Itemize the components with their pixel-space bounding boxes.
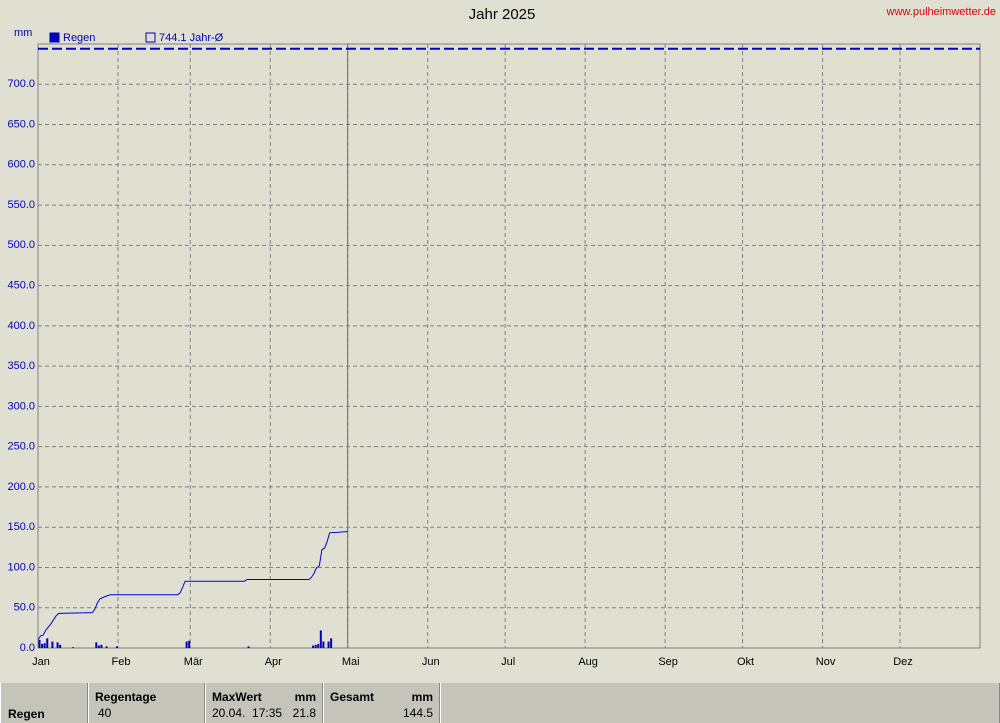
summary-panel: Regen Regentage 40 MaxWert mm 20.04. 17:35 2…: [0, 683, 1000, 723]
value: 21.8: [292, 706, 316, 720]
y-tick-label: 250.0: [7, 441, 35, 453]
cell: MaxWert mm 20.04. 17:35 21.8: [205, 683, 323, 723]
header: Regentage: [95, 690, 157, 704]
x-tick-label: Dez: [893, 656, 913, 668]
cell: Regen: [0, 683, 88, 723]
header: mm: [411, 690, 433, 704]
rain-bar: [185, 641, 188, 648]
rain-bar: [314, 644, 317, 648]
legend-swatch: [145, 32, 156, 43]
rain-bar: [247, 646, 250, 648]
x-tick-label: Nov: [816, 656, 836, 668]
x-tick-label: Jul: [501, 656, 515, 668]
header: Gesamt: [330, 690, 375, 704]
y-tick-label: 100.0: [7, 561, 35, 573]
rain-bar: [43, 643, 46, 648]
rain-bar: [105, 646, 108, 648]
header: mm: [294, 690, 316, 704]
x-tick-label: Aug: [578, 656, 598, 668]
header: MaxWert: [212, 690, 262, 704]
y-tick-label: 350.0: [7, 360, 35, 372]
x-tick-label: Jan: [32, 656, 50, 668]
rain-bar: [319, 630, 322, 648]
rain-bar: [115, 646, 118, 648]
y-tick-label: 500.0: [7, 239, 35, 251]
x-tick-label: Mai: [342, 656, 360, 668]
cell: [440, 683, 1000, 723]
rain-bar: [327, 641, 330, 648]
cell: Regentage 40: [88, 683, 205, 723]
plot-frame: [37, 43, 981, 649]
y-tick-label: 150.0: [7, 521, 35, 533]
rain-bar: [59, 644, 62, 648]
rain-bar: [46, 638, 49, 648]
x-tick-label: Feb: [112, 656, 131, 668]
y-tick-label: 0.0: [20, 642, 35, 654]
rain-bar: [95, 642, 98, 648]
cell: Gesamt mm 144.5: [323, 683, 440, 723]
x-tick-label: Apr: [265, 656, 282, 668]
y-tick-label: 450.0: [7, 280, 35, 292]
rain-bar: [97, 645, 100, 648]
y-tick-label: 300.0: [7, 400, 35, 412]
rain-bar: [38, 639, 41, 648]
y-axis-label: mm: [14, 27, 32, 39]
x-tick-label: Jun: [422, 656, 440, 668]
x-tick-label: Sep: [658, 656, 678, 668]
y-tick-label: 600.0: [7, 159, 35, 171]
value: 20.04. 17:35: [212, 706, 283, 720]
rain-bar: [51, 641, 54, 648]
y-tick-label: 200.0: [7, 481, 35, 493]
rain-bar: [72, 647, 75, 648]
value: 144.5: [402, 706, 433, 720]
chart: Jahr 2025 www.pulheimwetter.de mm 0.0 50.…: [7, 6, 996, 668]
legend-label: Regen: [63, 32, 95, 44]
y-tick-label: 50.0: [14, 602, 35, 614]
cumulative-line: [37, 531, 348, 641]
rain-bar: [330, 638, 333, 648]
legend-swatch: [49, 32, 60, 43]
x-tick-label: Mär: [184, 656, 203, 668]
x-tick-label: Okt: [737, 656, 754, 668]
rain-bar: [317, 643, 320, 648]
source: www.pulheimwetter.de: [886, 6, 996, 18]
rain-bar: [322, 641, 325, 648]
rain-bar: [41, 643, 44, 648]
y-tick-label: 550.0: [7, 199, 35, 211]
y-tick-label: 650.0: [7, 118, 35, 130]
rain-bar: [100, 644, 103, 648]
rain-bar: [188, 640, 191, 648]
value: 40: [98, 706, 112, 720]
rain-bar: [56, 642, 59, 648]
legend-label: 744.1 Jahr-Ø: [159, 32, 224, 44]
rain-bar: [312, 645, 315, 648]
row-label: Regen: [8, 707, 45, 721]
y-tick-label: 400.0: [7, 320, 35, 332]
y-tick-label: 700.0: [7, 78, 35, 90]
chart-title: Jahr 2025: [469, 6, 536, 23]
